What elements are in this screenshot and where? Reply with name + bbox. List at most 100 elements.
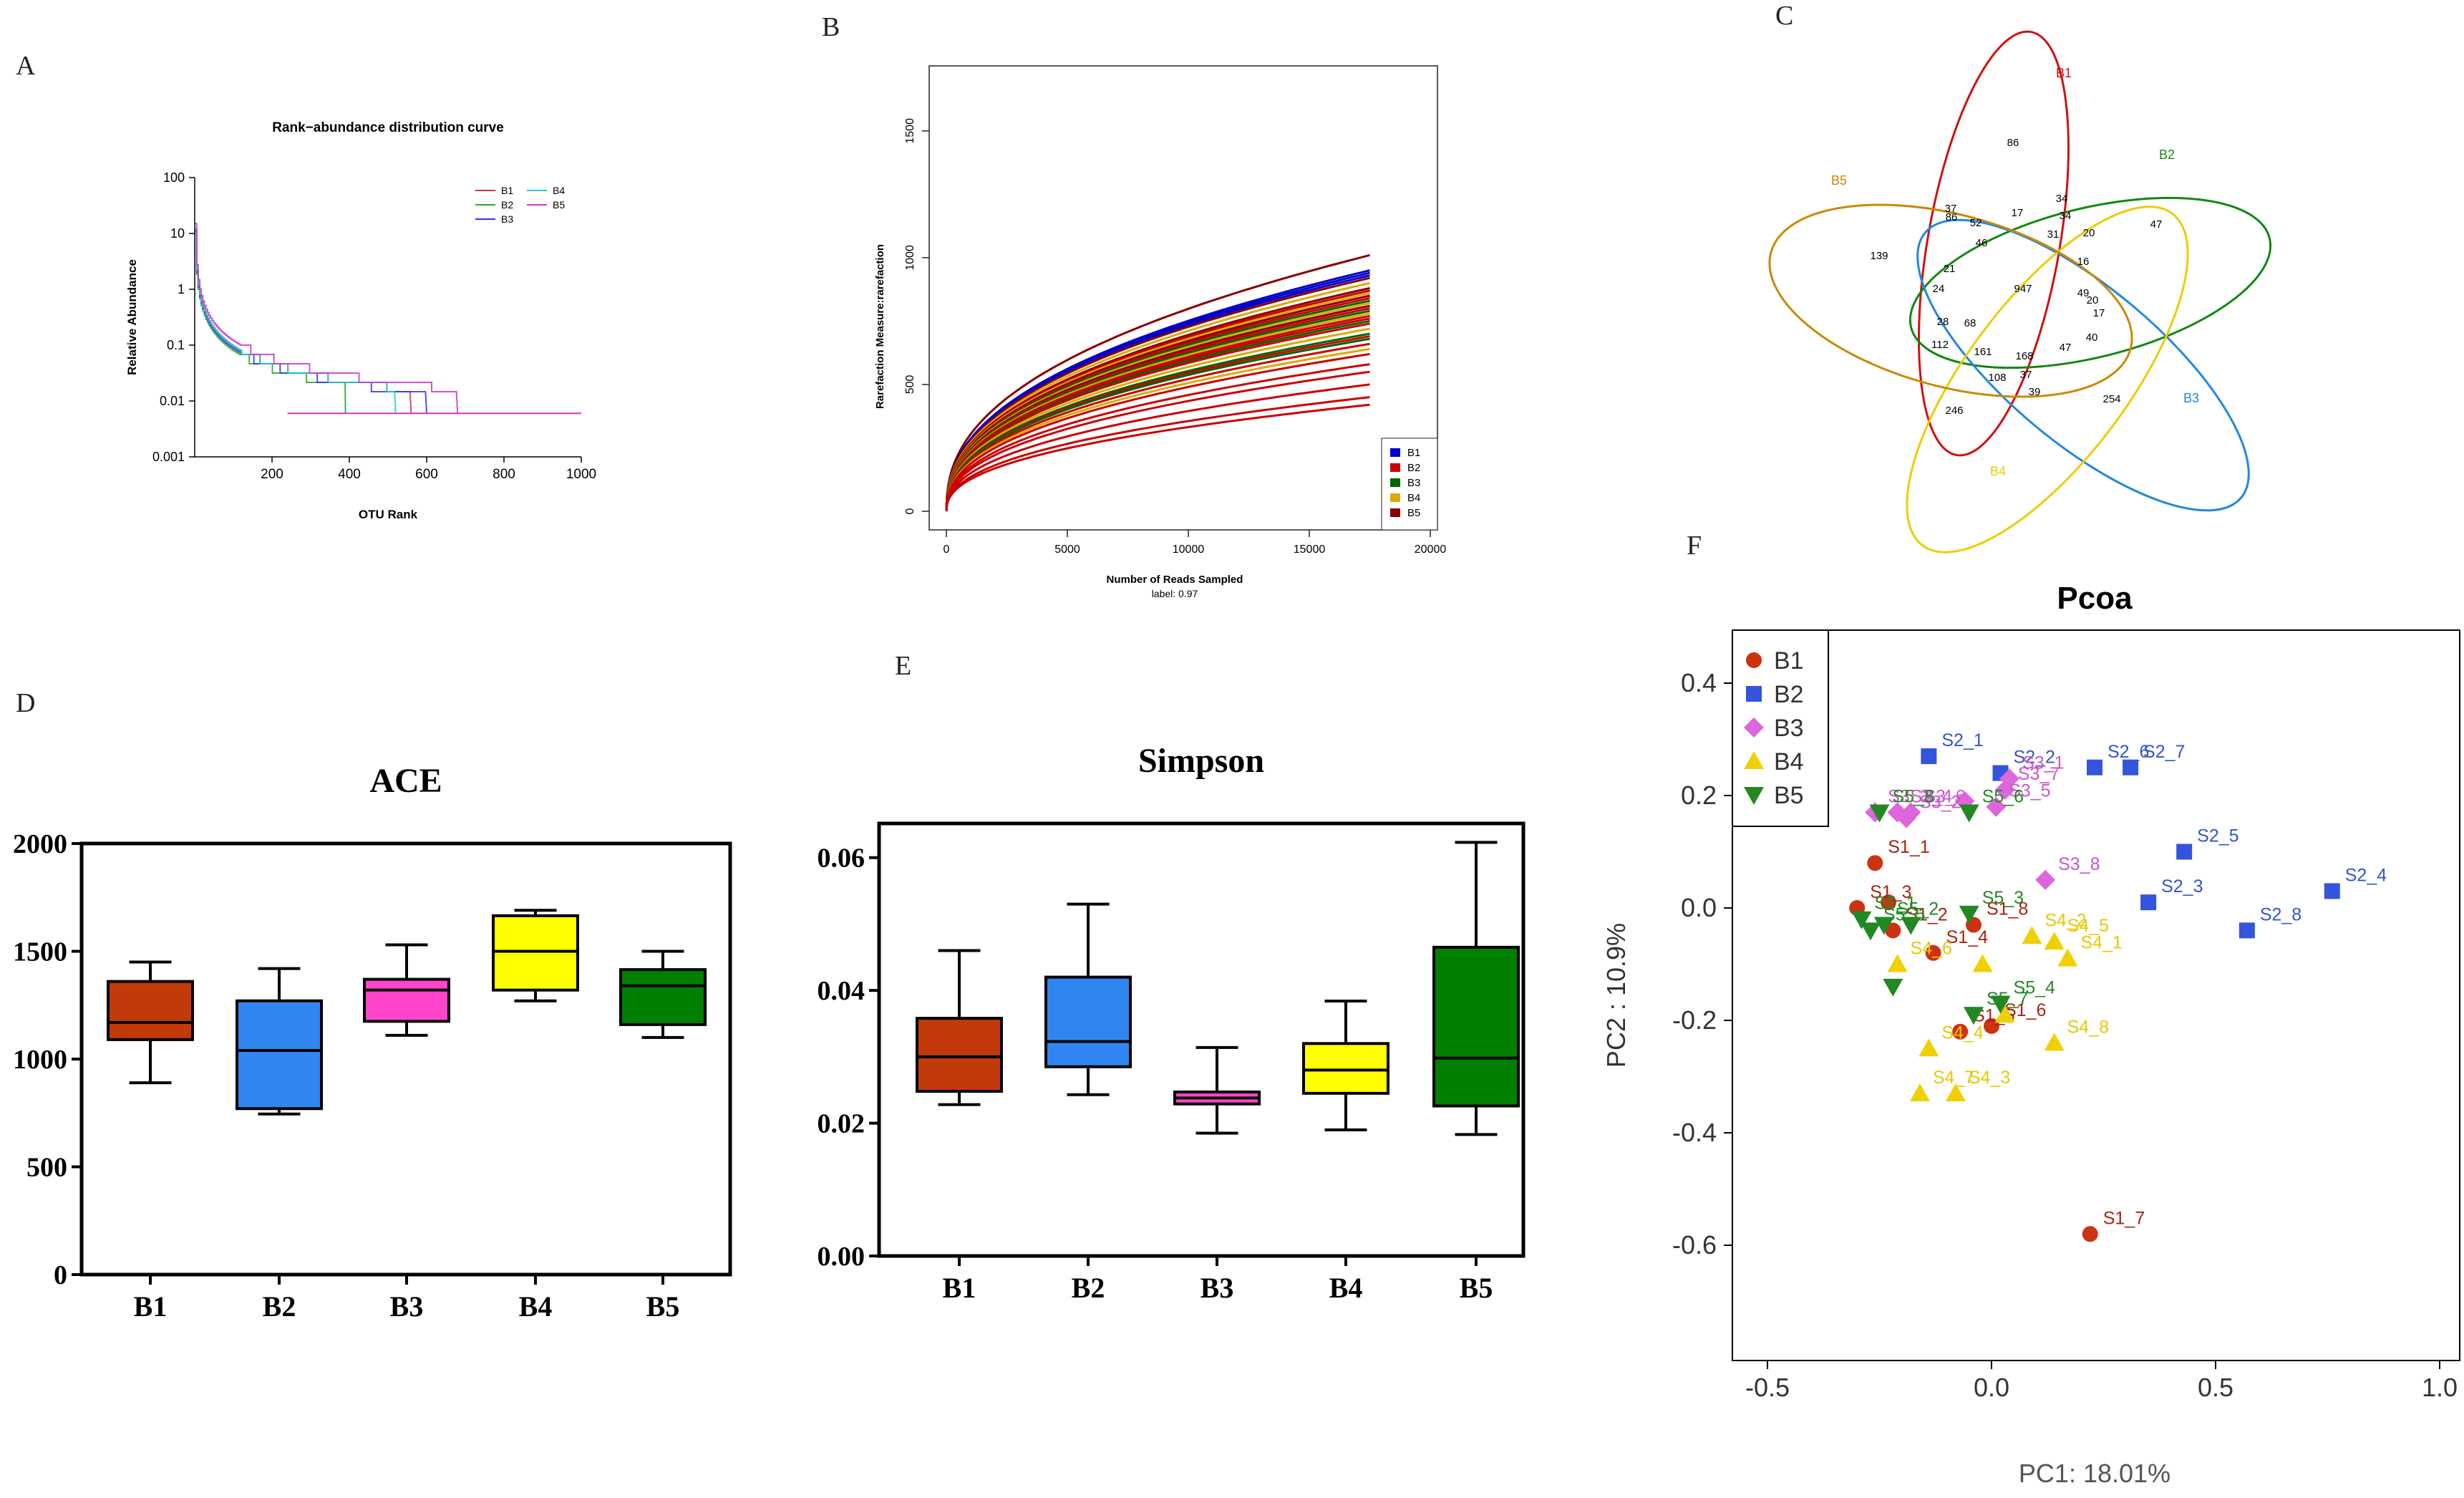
panel-label-b: B: [822, 12, 840, 42]
box-iqr: [916, 1017, 1003, 1093]
series-line-b2: [195, 233, 346, 414]
point-marker: [1959, 905, 1979, 924]
y-tick-label: 500: [26, 1153, 67, 1183]
point-label: S1_1: [1888, 837, 1929, 857]
series-b5: S5_8S5_6S5_1S5_2S5_3S5_5S5_7S5_4: [1851, 787, 2055, 1025]
y-tick-label: 0.01: [160, 394, 185, 408]
point-marker: [2123, 759, 2139, 775]
point-marker: [1883, 978, 1903, 997]
venn-set-label-b1: B1: [2056, 66, 2072, 80]
point-marker: [1873, 917, 1894, 935]
venn-count: 28: [1937, 316, 1949, 328]
panel-d-chart: ACE 0 500 1000 1500 2000 B1 B2 B3 B4 B5: [13, 762, 732, 1323]
series-b2: S2_1 S2_2 S2_6S2_7 S2_5 S2_4 S2_3 S2_8: [1921, 730, 2387, 939]
panel-label-e: E: [895, 651, 912, 681]
venn-count: 16: [2077, 256, 2090, 268]
y-axis-label: Rarefaction Measure:rarefaction: [874, 244, 886, 409]
panel-label-a: A: [16, 51, 36, 81]
legend-label-b4: B4: [553, 185, 565, 196]
legend-label-b2: B2: [1407, 462, 1420, 474]
venn-count: 34: [2056, 193, 2068, 205]
legend-label-b1: B1: [1774, 647, 1804, 675]
y-tick-label: 1000: [904, 245, 916, 271]
venn-count: 254: [2102, 393, 2120, 405]
x-tick-label: 1.0: [2422, 1373, 2458, 1402]
y-axis-label: PC2 : 10.9%: [1601, 923, 1631, 1068]
point-label: S2_3: [2161, 876, 2203, 897]
y-tick-label: -0.4: [1672, 1118, 1717, 1147]
x-axis-label: PC1: 18.01%: [2019, 1459, 2170, 1488]
y-tick-label: 0: [904, 508, 916, 514]
point-marker: [1945, 1083, 1966, 1102]
y-tick-label: 0.04: [818, 976, 865, 1006]
box-b2: [1044, 902, 1132, 1096]
plot-frame: [877, 821, 1526, 1258]
x-tick-label: 0: [944, 543, 950, 556]
point-label: S4_6: [1911, 939, 1952, 959]
panel-a-chart: Rank−abundance distribution curve1001010…: [125, 120, 596, 521]
point-marker: [1994, 780, 2015, 801]
x-tick-label: 0.0: [1974, 1373, 2009, 1402]
series-line-b1: [195, 228, 412, 414]
venn-count: 37: [1945, 203, 1957, 215]
venn-count: 108: [1988, 372, 2006, 384]
point-marker: [1867, 855, 1883, 871]
legend-label-b1: B1: [501, 185, 513, 196]
point-label: S1_8: [1987, 899, 2028, 919]
point-label: S4_8: [2067, 1017, 2109, 1037]
legend-label-b5: B5: [1774, 782, 1804, 809]
box-b5: [619, 949, 707, 1039]
x-tick-label: 15000: [1294, 543, 1326, 556]
legend-label-b3: B3: [501, 213, 513, 225]
y-tick-label: 1500: [904, 118, 916, 144]
venn-count: 49: [2077, 287, 2090, 299]
point-marker: [1919, 1038, 1939, 1057]
venn-count: 168: [2015, 350, 2033, 362]
point-label: S2_2: [2014, 748, 2055, 768]
point-marker: [1990, 995, 2011, 1014]
point-marker: [1860, 922, 1881, 941]
series-b3: S3_1S3_7S3_4S3_6 S3_5S3_2S3_3S3_8: [1865, 753, 2100, 890]
venn-count: 31: [2047, 228, 2060, 241]
point-label: S4_5: [2067, 916, 2109, 936]
plot-frame: [1732, 629, 2460, 1361]
y-tick-label: 500: [904, 374, 916, 394]
venn-count: 52: [1970, 217, 1982, 229]
venn-count: 139: [1870, 250, 1888, 262]
point-label: S5_4: [2014, 977, 2055, 997]
venn-count: 40: [2086, 332, 2098, 344]
x-tick-label: B1: [943, 1272, 976, 1304]
y-tick-label: 0.02: [818, 1109, 865, 1139]
point-marker: [1972, 954, 1993, 972]
series-b4: S4_2S4_5S4_1 S4_6 S4_8 S4_4 S4_7S4_3: [1887, 910, 2123, 1102]
box-b5: [1432, 841, 1520, 1136]
venn-count: 47: [2060, 342, 2072, 354]
y-tick-label: 2000: [13, 829, 67, 859]
point-label: S4_4: [1941, 1023, 1983, 1043]
y-tick-label: 10: [170, 226, 185, 241]
point-marker: [1746, 652, 1762, 668]
x-tick-label: 800: [493, 467, 515, 482]
point-label: S3_7: [2018, 764, 2060, 784]
x-tick-label: 10000: [1173, 543, 1205, 556]
venn-count: 17: [2093, 307, 2105, 319]
rarefaction-curve: [945, 352, 1370, 512]
y-tick-label: 0.06: [818, 844, 865, 874]
y-tick-label: 0.4: [1681, 668, 1717, 697]
point-label: S4_3: [1969, 1068, 2010, 1088]
point-label: S4_2: [2045, 910, 2086, 930]
x-tick-label: 600: [415, 467, 438, 482]
point-label: S3_1: [2022, 753, 2064, 773]
point-marker: [1744, 751, 1764, 769]
box-iqr: [1302, 1042, 1389, 1095]
point-label: S4_1: [2080, 933, 2122, 953]
rarefaction-curve: [945, 383, 1370, 512]
legend-swatch-b4: [1390, 493, 1400, 502]
venn-set-b4: [1906, 206, 2189, 554]
x-tick-label: B2: [263, 1290, 296, 1323]
venn-count: 47: [2150, 218, 2163, 231]
venn-count: 86: [2007, 137, 2019, 149]
y-tick-label: 0.0: [1681, 893, 1717, 922]
